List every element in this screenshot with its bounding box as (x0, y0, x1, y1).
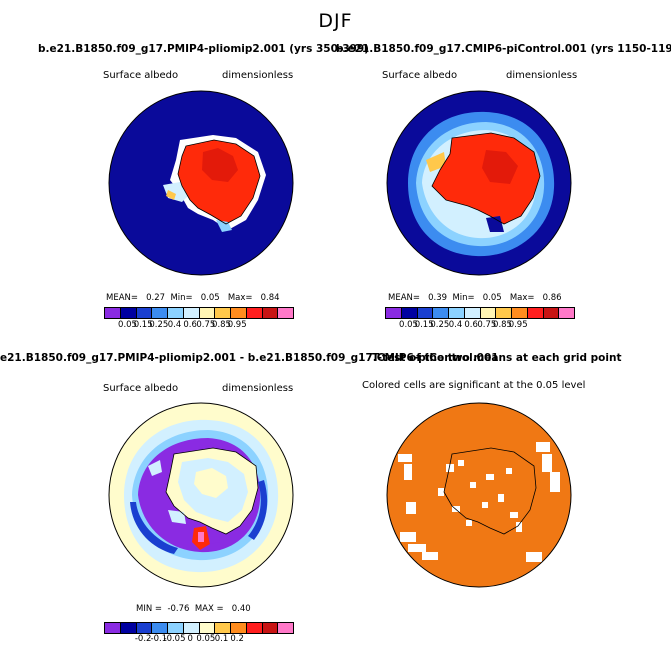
colorbar-swatch (105, 623, 121, 633)
panel3-title: e21.B1850.f09_g17.PMIP4-pliomip2.001 - b… (0, 352, 499, 364)
colorbar-tick-label: 0.75 (196, 320, 216, 330)
panel3-units-label: dimensionless (222, 383, 294, 394)
panel2-variable-label: Surface albedo (382, 70, 458, 81)
colorbar-tick-label: 0 (187, 634, 193, 644)
panel4-title: T-test of the two means at each grid poi… (372, 352, 622, 364)
colorbar-swatch (152, 623, 168, 633)
colorbar-swatch (386, 308, 402, 318)
colorbar-swatch (199, 623, 216, 633)
colorbar-swatch (231, 308, 247, 318)
colorbar-swatch (417, 308, 434, 318)
season-title: DJF (318, 10, 353, 32)
panel1-variable-label: Surface albedo (103, 70, 179, 81)
colorbar-tick-label: 0.15 (414, 320, 434, 330)
panel1-map (108, 90, 294, 276)
colorbar-swatch (120, 308, 137, 318)
panel2-title: b.e21.B1850.f09_g17.CMIP6-piControl.001 … (336, 43, 671, 55)
colorbar-swatch (559, 308, 574, 318)
colorbar-swatch (183, 308, 200, 318)
colorbar-swatch (168, 308, 184, 318)
panel3-stats: MIN = -0.76 MAX = 0.40 (136, 604, 251, 614)
panel3-variable-label: Surface albedo (103, 383, 179, 394)
colorbar-swatch (136, 308, 153, 318)
colorbar-swatch (136, 623, 153, 633)
colorbar-swatch (480, 308, 497, 318)
colorbar-tick-label: 0.05 (196, 634, 216, 644)
colorbar-tick-label: 0.25 (430, 320, 450, 330)
colorbar-swatch (278, 308, 293, 318)
panel2-stats: MEAN= 0.39 Min= 0.05 Max= 0.86 (388, 293, 562, 303)
colorbar-tick-label: 0.6 (183, 320, 197, 330)
colorbar-tick-label: 0.4 (167, 320, 182, 330)
colorbar-swatch (262, 623, 279, 633)
colorbar-swatch (199, 308, 216, 318)
colorbar-tick-label: 0.05 (399, 320, 418, 330)
colorbar-swatch (543, 308, 560, 318)
colorbar-swatch (231, 623, 247, 633)
colorbar-swatch (449, 308, 465, 318)
colorbar-swatch (464, 308, 481, 318)
colorbar-swatch (527, 308, 544, 318)
panel3-map (108, 402, 294, 588)
panel3-colorbar (104, 622, 294, 634)
panel2-map (386, 90, 572, 276)
colorbar-tick-label: -0.1 (150, 634, 168, 644)
colorbar-swatch (120, 623, 137, 633)
colorbar-tick-label: 0.05 (118, 320, 137, 330)
colorbar-tick-label: 0.4 (448, 320, 463, 330)
panel1-title: b.e21.B1850.f09_g17.PMIP4-pliomip2.001 (… (38, 43, 369, 55)
colorbar-tick-label: 0.1 (214, 634, 229, 644)
colorbar-swatch (168, 623, 184, 633)
colorbar-swatch (246, 623, 263, 633)
colorbar-swatch (246, 308, 263, 318)
colorbar-tick-label: -0.05 (163, 634, 186, 644)
colorbar-tick-label: 0.95 (227, 320, 247, 330)
colorbar-tick-label: 0.85 (212, 320, 231, 330)
colorbar-swatch (215, 623, 231, 633)
colorbar-tick-label: -0.2 (134, 634, 152, 644)
panel1-stats: MEAN= 0.27 Min= 0.05 Max= 0.84 (106, 293, 280, 303)
panel4-map (386, 402, 572, 588)
panel2-units-label: dimensionless (506, 70, 578, 81)
colorbar-tick-label: 0.2 (230, 634, 244, 644)
colorbar-tick-label: 0.15 (133, 320, 153, 330)
colorbar-swatch (183, 623, 200, 633)
colorbar-tick-label: 0.85 (493, 320, 512, 330)
colorbar-tick-label: 0.6 (464, 320, 478, 330)
colorbar-swatch (152, 308, 168, 318)
colorbar-swatch (105, 308, 121, 318)
colorbar-swatch (215, 308, 231, 318)
colorbar-swatch (278, 623, 293, 633)
colorbar-swatch (512, 308, 528, 318)
colorbar-tick-label: 0.75 (477, 320, 497, 330)
colorbar-tick-label: 0.95 (508, 320, 528, 330)
colorbar-swatch (262, 308, 279, 318)
panel2-colorbar (385, 307, 575, 319)
colorbar-swatch (496, 308, 512, 318)
panel1-units-label: dimensionless (222, 70, 294, 81)
colorbar-swatch (401, 308, 418, 318)
colorbar-tick-label: 0.25 (149, 320, 169, 330)
panel4-subtitle: Colored cells are significant at the 0.0… (362, 380, 586, 391)
colorbar-swatch (433, 308, 449, 318)
panel1-colorbar (104, 307, 294, 319)
